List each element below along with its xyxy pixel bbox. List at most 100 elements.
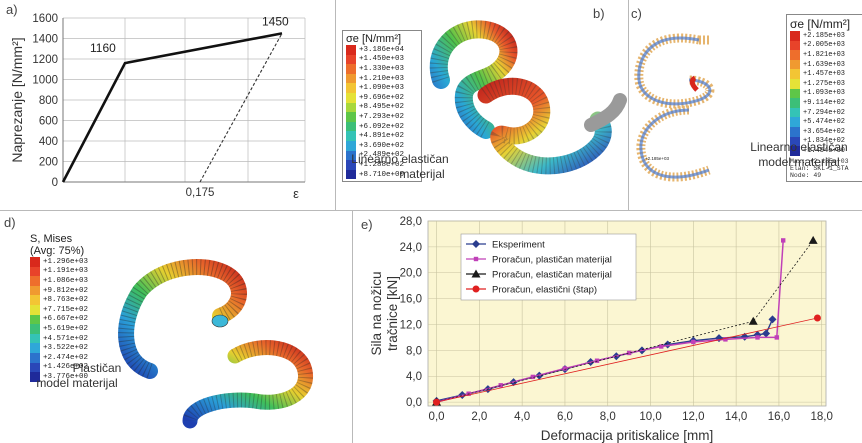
panel-b-legend-row: +9.696e+02 — [346, 92, 418, 103]
panel-d-legend-value: +9.812e+02 — [43, 286, 89, 295]
panel-b-legend: σe [N/mm²] +3.186e+04 +1.450e+03 +1.330e+0… — [342, 30, 422, 183]
panel-c-legend-value: +1.275e+03 — [803, 79, 846, 88]
panel-c-legend-row: +1.093e+03 — [790, 88, 862, 99]
series-point — [659, 344, 664, 349]
x-tick-label: 12,0 — [682, 411, 704, 423]
y-tick-label: 8,0 — [406, 345, 422, 357]
panel-c-legend-swatch — [790, 78, 800, 89]
panel-b-legend-swatch — [346, 64, 356, 74]
panel-b-legend-swatch — [346, 92, 356, 103]
legend-marker — [473, 256, 479, 262]
panel-c-legend-value: +3.654e+02 — [803, 127, 846, 136]
clip-end-gray — [584, 93, 627, 132]
panel-c-legend-row: +7.294e+02 — [790, 107, 862, 118]
panel-b-caption-line2: materijal — [399, 167, 445, 181]
series-point — [762, 329, 771, 338]
panel-d-legend-swatch — [30, 324, 40, 334]
divider-top-bottom — [0, 210, 862, 211]
series-point — [626, 350, 632, 356]
panel-a: a) 0 200 400 600 800 1000 1200 1400 1600 1160 1450… — [0, 0, 335, 210]
chart-legend — [460, 233, 637, 301]
panel-b-legend-row: +2.489e+02 — [346, 150, 418, 161]
panel-d-legend-swatch — [30, 285, 40, 296]
panel-c-caption-line2: model materijal — [758, 155, 840, 169]
panel-d-legend-row: +3.776e+00 — [30, 372, 120, 382]
panel-d-legend-title2: (Avg: 75%) — [30, 245, 85, 257]
panel-c-legend-row: +9.114e+02 — [790, 98, 862, 108]
annotation-1160: 1160 — [90, 41, 116, 55]
panel-c-legend-swatch — [790, 31, 800, 41]
panel-d-legend-value: +1.426e+02 — [43, 363, 89, 372]
legend-label: Proračun, elastičan materijal — [492, 270, 612, 281]
panel-b-legend-value: +8.710e+00 — [359, 170, 405, 179]
legend-label: Eksperiment — [492, 240, 545, 251]
panel-d-legend-row: +7.715e+02 — [30, 304, 120, 315]
y-tick-label: 20,0 — [400, 268, 422, 280]
x-tick-label: 0,0 — [429, 411, 445, 423]
panel-c-legend-row: +5.474e+02 — [790, 117, 862, 127]
panel-b-legend-row: +8.495e+02 — [346, 102, 418, 113]
x-tick-label: 18,0 — [811, 411, 833, 423]
legend-label: Proračun, plastičan materijal — [492, 255, 612, 266]
panel-c-legend-value: +1.457e+03 — [803, 70, 846, 79]
panel-c-legend-swatch — [790, 59, 800, 70]
panel-d-legend-swatch — [30, 362, 40, 373]
y-tick-label: 200 — [39, 157, 58, 169]
panel-c-legend-swatch — [790, 40, 800, 51]
x-tick-label: 0,175 — [186, 187, 215, 199]
panel-d-legend-swatch — [30, 352, 40, 363]
panel-c-legend-value: +2.185e+03 — [803, 31, 846, 40]
panel-a-label: a) — [6, 2, 18, 17]
panel-d-caption-line2: model materijal — [36, 376, 118, 390]
panel-b-legend-swatch — [346, 45, 356, 55]
panel-c-legend-value: +1.639e+03 — [803, 60, 846, 69]
y-tick-label: 1000 — [32, 75, 58, 87]
panel-b-legend-row: +1.330e+03 — [346, 64, 418, 74]
divider-de — [352, 210, 353, 443]
panel-d-legend-value: +6.667e+02 — [43, 315, 89, 324]
panel-b-legend-row: +1.210e+03 — [346, 73, 418, 84]
x-axis-label: ε — [293, 186, 299, 201]
y-tick-label: 12,0 — [400, 319, 422, 331]
panel-d-legend-swatch — [30, 372, 40, 382]
x-axis-label: Deformacija pritiskalice [mm] — [541, 428, 714, 443]
panel-b-legend-value: +8.495e+02 — [359, 103, 405, 112]
panel-b-legend-swatch — [346, 112, 356, 122]
clip-hotspot-c — [689, 75, 699, 92]
panel-d-legend-swatch — [30, 333, 40, 344]
panel-c-legend-value: +5.474e+02 — [803, 118, 846, 127]
series-point — [774, 335, 779, 340]
panel-d-legend-value: +1.086e+03 — [43, 276, 89, 285]
panel-b-legend-swatch — [346, 73, 356, 84]
panel-b-caption-line1: Linearno elastičan — [351, 152, 449, 166]
series-point — [594, 358, 600, 363]
y-tick-label: 1600 — [32, 13, 58, 25]
panel-c-legend-row: +2.005e+03 — [790, 40, 862, 51]
panel-c-legend-row: +1.275e+03 — [790, 78, 862, 89]
panel-b-legend-swatch — [346, 140, 356, 151]
panel-d-legend-row: +6.667e+02 — [30, 314, 120, 325]
clip-outline-c-inner — [637, 36, 712, 179]
panel-c-legend-value: +9.114e+02 — [803, 98, 846, 107]
panel-e-label: e) — [361, 217, 373, 232]
panel-c-legend-row: +1.454e+00 — [790, 146, 862, 156]
panel-b-legend-value: +7.293e+02 — [359, 112, 405, 121]
panel-c-legend-swatch — [790, 88, 800, 99]
stress-strain-chart: 0 200 400 600 800 1000 1200 1400 1600 1160 1450 0,1… — [9, 13, 306, 201]
y-tick-label: 0 — [52, 177, 58, 189]
panel-b-legend-value: +4.891e+02 — [359, 132, 405, 141]
y-tick-label: 800 — [39, 95, 58, 107]
panel-c-legend-row: +1.457e+03 — [790, 69, 862, 79]
panel-d-legend-swatch — [30, 266, 40, 277]
panel-d-legend-row: +1.296e+03 — [30, 257, 120, 267]
x-tick-label: 2,0 — [471, 411, 487, 423]
panel-d-legend-swatch — [30, 257, 40, 267]
panel-d-legend-row: +1.191e+03 — [30, 266, 120, 277]
panel-d-legend-swatch — [30, 295, 40, 305]
panel-c-legend-swatch — [790, 136, 800, 147]
panel-c-legend-value: +7.294e+02 — [803, 108, 846, 117]
panel-c-legend-value: +2.005e+03 — [803, 41, 846, 50]
panel-c-legend-row: +1.834e+02 — [790, 136, 862, 147]
x-tick-label: 16,0 — [768, 411, 790, 423]
panel-d-legend: S, Mises (Avg: 75%) +1.296e+03 +1.191e+03… — [30, 233, 120, 382]
